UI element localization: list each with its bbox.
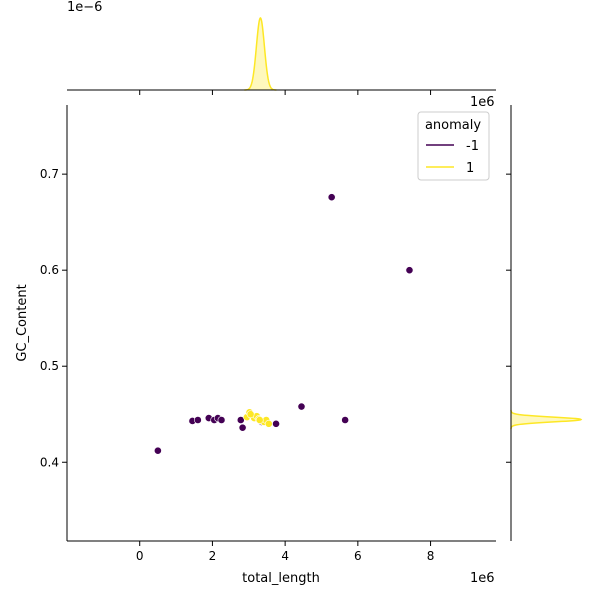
right-kde-fill [511, 409, 581, 430]
y-axis-label: GC_Content [15, 284, 30, 361]
scatter-point [238, 423, 247, 432]
scatter-point [193, 416, 202, 424]
y-tick-label: 0.5 [40, 359, 59, 373]
top-marginal-ticks [139, 90, 432, 95]
legend-title: anomaly [425, 118, 481, 133]
scatter-point [246, 410, 255, 419]
y-axis-ticks: 0.4 0.5 0.6 0.7 [40, 167, 67, 469]
x-axis-label: total_length [242, 571, 320, 586]
scatter-points [153, 193, 414, 455]
y-tick-label: 0.4 [40, 455, 59, 469]
top-kde-fill [244, 18, 277, 90]
scatter-point [272, 419, 280, 428]
legend-frame [417, 111, 490, 181]
x-tick-label: 4 [281, 549, 289, 563]
top-kde-line [244, 16, 277, 91]
right-marginal-ticks [506, 173, 511, 463]
legend-label-anomaly-1: 1 [466, 161, 474, 176]
right-marginal-offset-text: 1e6 [470, 95, 495, 110]
top-marginal-kde: 1e−6 [67, 0, 496, 95]
x-axis-ticks: 0 2 4 6 8 [136, 541, 434, 563]
right-kde-line [510, 409, 583, 430]
scatter-point [255, 416, 264, 424]
x-offset-text: 1e6 [470, 571, 495, 586]
x-tick-label: 0 [136, 549, 144, 563]
scatter-point [264, 419, 273, 428]
right-marginal-kde: 1e6 [470, 95, 583, 541]
y-tick-label: 0.7 [40, 167, 59, 181]
legend: anomaly -1 1 [417, 111, 490, 181]
top-marginal-offset-text: 1e−6 [67, 0, 102, 15]
x-tick-label: 6 [354, 549, 362, 563]
main-axes: 0 2 4 6 8 0.4 0.5 0.6 0.7 total_length GC_Conte… [15, 105, 496, 586]
scatter-point [405, 266, 414, 275]
scatter-point [341, 416, 350, 424]
x-tick-label: 2 [209, 549, 217, 563]
scatter-point [297, 402, 306, 411]
y-tick-label: 0.6 [40, 263, 59, 277]
x-tick-label: 8 [427, 549, 435, 563]
scatter-point [153, 446, 162, 455]
scatter-point [217, 416, 226, 424]
legend-label-anomaly-neg1: -1 [466, 139, 479, 154]
scatter-point [327, 193, 336, 202]
